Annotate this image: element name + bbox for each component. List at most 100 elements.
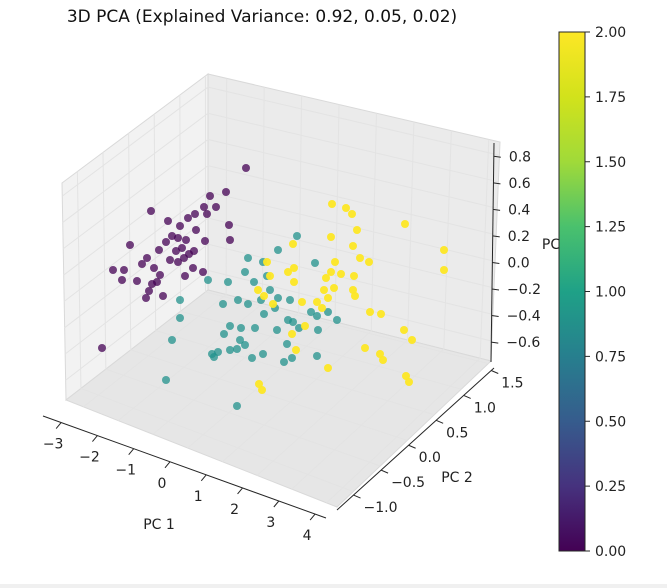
data-point-class-0 (206, 192, 214, 200)
data-point-class-2 (366, 308, 374, 316)
data-point-class-0 (174, 258, 182, 266)
z-tick-mark (491, 315, 499, 318)
x-tick-mark (273, 500, 280, 508)
colorbar-ticks: 0.00 0.25 0.50 0.75 1.00 1.25 1.50 1.75 2.00 (585, 25, 626, 560)
data-point-class-2 (255, 380, 263, 388)
data-point-class-2 (376, 350, 384, 358)
z-tick-label: 0.8 (509, 149, 531, 165)
data-point-class-1 (260, 310, 268, 318)
data-point-class-2 (260, 292, 268, 300)
data-point-class-2 (313, 298, 321, 306)
colorbar-tick-label: 1.00 (595, 285, 626, 301)
data-point-class-2 (284, 268, 292, 276)
data-point-class-2 (269, 300, 277, 308)
data-point-class-2 (327, 268, 335, 276)
data-point-class-2 (290, 278, 298, 286)
data-point-class-2 (298, 298, 306, 306)
x-tick-mark (164, 461, 171, 469)
z-grid-line (62, 138, 498, 250)
y-tick-mark (435, 419, 444, 424)
z-axis-label: PC (542, 237, 560, 253)
data-point-class-1 (236, 336, 244, 344)
data-point-class-2 (337, 270, 345, 278)
data-point-class-2 (361, 344, 369, 352)
x-tick-label: 4 (303, 528, 312, 544)
data-point-class-2 (258, 386, 266, 394)
data-point-class-1 (226, 322, 234, 330)
x-grid-line (326, 139, 490, 504)
data-point-class-1 (266, 286, 274, 294)
data-point-class-1 (237, 324, 245, 332)
data-point-class-0 (133, 277, 141, 285)
data-point-class-1 (226, 346, 234, 354)
data-point-class-2 (379, 356, 387, 364)
data-point-class-2 (349, 242, 357, 250)
data-point-class-0 (174, 234, 182, 242)
data-point-class-0 (222, 188, 230, 196)
data-point-class-1 (220, 330, 228, 338)
z-grid-line (62, 112, 499, 223)
x-grid-line (256, 121, 415, 476)
data-point-class-2 (356, 254, 364, 262)
z-tick-mark (492, 235, 500, 238)
data-point-class-1 (210, 353, 218, 361)
data-point-class-2 (266, 272, 274, 280)
data-point-class-1 (233, 345, 241, 353)
data-point-class-2 (328, 200, 336, 208)
colorbar-tick-label: 1.50 (595, 155, 626, 171)
data-point-class-2 (292, 346, 300, 354)
data-point-class-1 (273, 326, 281, 334)
data-point-class-2 (318, 304, 326, 312)
data-point-class-0 (159, 292, 167, 300)
z-tick-label: −0.6 (506, 335, 540, 351)
y-tick-mark (408, 444, 416, 449)
data-point-class-2 (263, 258, 271, 266)
data-point-class-1 (162, 376, 170, 384)
y-grid-line (128, 133, 408, 441)
data-point-class-0 (142, 294, 150, 302)
x-tick-mark (200, 474, 207, 482)
data-point-class-2 (353, 226, 361, 234)
data-point-class-0 (242, 164, 250, 172)
data-point-class-1 (274, 294, 282, 302)
data-point-class-0 (147, 207, 155, 215)
data-point-class-0 (176, 222, 184, 230)
data-point-class-0 (190, 247, 198, 255)
data-point-class-0 (120, 266, 128, 274)
z-tick-label: 0.0 (507, 255, 529, 271)
data-point-class-1 (289, 318, 297, 326)
tick-labels: −0.6 −0.4 −0.2 0.0 0.2 0.4 0.6 0.8 −3 −2 −1 0 1 2 3 4 −1… (43, 149, 541, 544)
x-tick-label: −2 (79, 450, 100, 466)
colorbar-tick-label: 1.25 (595, 220, 626, 236)
data-point-class-0 (138, 260, 146, 268)
data-point-class-2 (320, 286, 328, 294)
data-point-class-0 (199, 268, 207, 276)
y-grid-line (153, 114, 435, 416)
data-point-class-2 (405, 378, 413, 386)
x-tick-mark (55, 422, 62, 429)
z-grid-line (65, 269, 492, 381)
y-axis-line (336, 367, 495, 511)
colorbar-tick-label: 2.00 (595, 25, 626, 41)
x-tick-mark (128, 448, 135, 456)
data-point-class-1 (324, 308, 332, 316)
data-point-class-0 (192, 226, 200, 234)
data-point-class-2 (254, 286, 262, 294)
data-point-class-0 (98, 344, 106, 352)
data-point-class-1 (307, 308, 315, 316)
colorbar-gradient (558, 31, 586, 552)
x-grid-line (291, 130, 452, 490)
data-point-class-1 (250, 278, 258, 286)
z-grid-line (61, 86, 500, 197)
colorbar-tick-label: 0.25 (595, 479, 626, 495)
data-point-class-2 (289, 240, 297, 248)
data-point-class-2 (408, 336, 416, 344)
data-point-class-0 (201, 237, 209, 245)
data-point-class-0 (225, 221, 233, 229)
y-grid-line (204, 75, 489, 365)
x-grid-line (152, 95, 303, 435)
data-point-class-0 (203, 210, 211, 218)
y-tick-mark (491, 370, 499, 374)
data-point-class-1 (283, 340, 291, 348)
